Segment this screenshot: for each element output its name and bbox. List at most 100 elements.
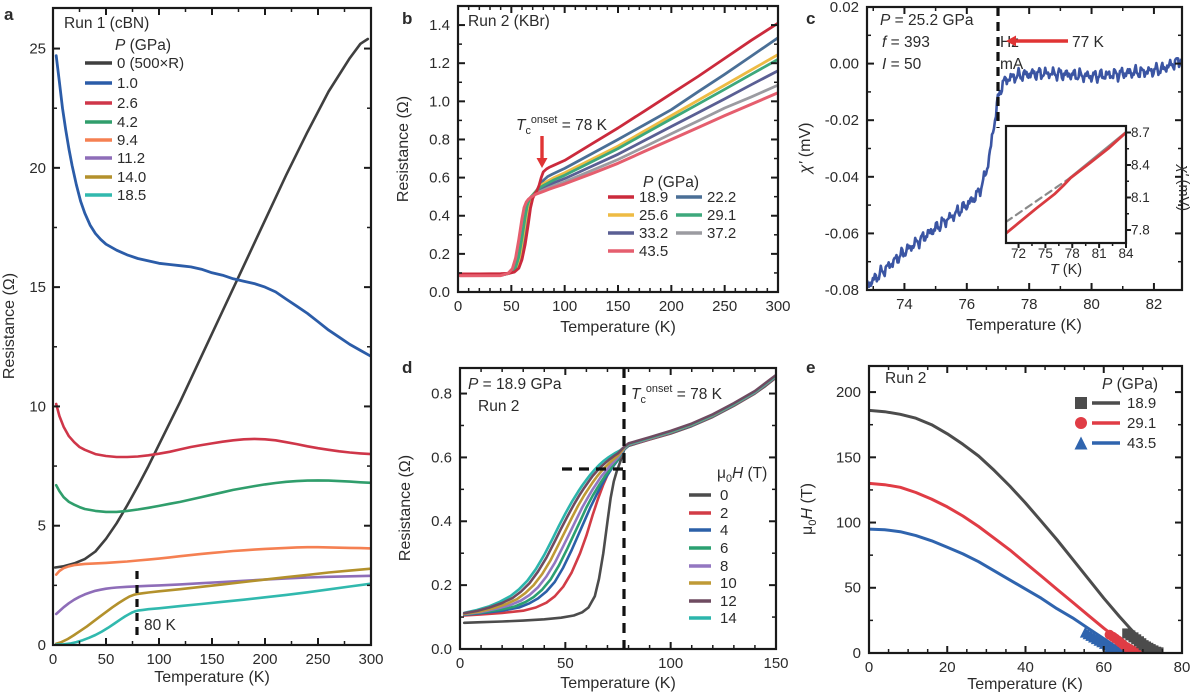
x-tick-label: 78 — [1021, 296, 1038, 313]
panel-c-chart: 74 76 78 80 82 0.02 0.00 -0.02 -0.04 -0.06 -0.08 Te… — [797, 0, 1191, 334]
y-tick-label: 200 — [836, 384, 861, 401]
legend: P (GPa) 18.9 29.1 43.5 — [1074, 376, 1158, 452]
x-tick-label: 50 — [557, 655, 574, 672]
legend-entry-label: 18.9 — [1127, 395, 1156, 412]
y-axis-label: χ' (mV) — [797, 123, 814, 176]
x-tick-label: 72 — [1011, 246, 1026, 261]
x-tick-label: 74 — [896, 296, 913, 313]
legend-entry-label: 8 — [720, 558, 728, 575]
legend: P (GPa)18.925.633.243.5 22.229.137.2 — [608, 174, 736, 260]
x-axis-label: Temperature (K) — [560, 319, 676, 336]
legend-title: P (GPa) — [115, 37, 171, 54]
legend-entry-label: 4.2 — [117, 114, 138, 131]
y-tick-label: 0 — [853, 645, 861, 662]
series-18.5GPa — [54, 582, 371, 645]
x-tick-label: 100 — [146, 651, 171, 668]
legend-entry-label: 2.6 — [117, 95, 138, 112]
x-axis-label: Temperature (K) — [966, 317, 1082, 334]
y-axis-label: μ0H (T) — [799, 483, 819, 535]
arrow-head — [536, 158, 548, 168]
annotation-text: P = 25.2 GPa — [880, 12, 974, 29]
legend-entry-label: 11.2 — [117, 150, 145, 167]
x-tick-label: 80 — [1174, 659, 1191, 676]
series-group — [867, 57, 1182, 289]
square-marker — [1153, 647, 1164, 653]
legend-title: μ0H (T) — [717, 465, 767, 485]
annotation-text: f = 393 — [882, 34, 930, 51]
panel-letter-e: e — [806, 358, 815, 377]
y-tick-label: 8.4 — [1131, 157, 1150, 172]
y-tick-label: 5 — [38, 518, 46, 535]
series-group — [53, 37, 371, 645]
series-43.5GPa — [458, 91, 778, 278]
legend-entry-label: 14 — [720, 610, 737, 627]
x-axis-label: Temperature (K) — [967, 676, 1083, 692]
ticks — [457, 5, 779, 293]
y-tick-label: 0.6 — [429, 170, 450, 187]
x-tick-label: 81 — [1092, 246, 1107, 261]
legend-entry-label: 14.0 — [117, 169, 146, 186]
y-tick-label: 8.7 — [1131, 125, 1150, 140]
legend-entry-label: 12 — [720, 593, 737, 610]
y-axis-label: χ' (mV) — [1175, 163, 1191, 211]
x-tick-label: 60 — [1095, 659, 1112, 676]
legend-entry-label: 10 — [720, 575, 737, 592]
ticks — [868, 366, 1183, 654]
axis-frame — [458, 366, 778, 651]
legend-entry-label: 18.9 — [639, 189, 668, 206]
series-18.9GPa — [458, 21, 778, 276]
legend-entry-label: 4 — [720, 522, 728, 539]
annotation-text: P = 18.9 GPa — [468, 376, 562, 393]
legend-entry-label: 29.1 — [707, 207, 736, 224]
ticks — [459, 368, 777, 650]
y-tick-label: -0.08 — [825, 282, 859, 299]
series-group — [458, 21, 778, 278]
y-tick-label: 0.2 — [431, 577, 452, 594]
legend-entry-label: 6 — [720, 540, 728, 557]
arrow-head — [1006, 35, 1016, 47]
x-tick-label: 300 — [358, 651, 383, 668]
x-axis-label: Temperature (K) — [560, 675, 676, 692]
panel-letter-c: c — [806, 9, 815, 28]
y-tick-label: 0.02 — [830, 0, 859, 16]
y-axis-label: Resistance (Ω) — [397, 455, 414, 561]
series-0GPa-500xR — [53, 37, 370, 569]
y-tick-label: 100 — [836, 514, 861, 531]
legend-entry-label: 0 (500×R) — [117, 55, 184, 72]
legend-entry-label: 18.5 — [117, 187, 146, 204]
y-tick-label: 0.00 — [830, 56, 859, 73]
y-tick-label: 8.1 — [1131, 190, 1150, 205]
legend-entry-label: 37.2 — [707, 225, 736, 242]
ticks — [52, 8, 372, 646]
y-tick-label: 50 — [844, 580, 861, 597]
annotation-text: Tconset = 78 K — [516, 114, 608, 137]
legend-title: P (GPa) — [1102, 376, 1158, 393]
x-tick-label: 100 — [658, 655, 683, 672]
x-tick-label: 82 — [1146, 296, 1163, 313]
x-tick-label: 76 — [958, 296, 975, 313]
y-tick-label: 0.6 — [431, 449, 452, 466]
circle-marker — [1075, 417, 1087, 429]
y-tick-label: 0 — [38, 637, 46, 654]
x-tick-label: 84 — [1118, 246, 1134, 261]
annotation-text: Run 2 — [478, 398, 519, 415]
x-tick-label: 75 — [1038, 246, 1053, 261]
legend-entry-label: 9.4 — [117, 132, 138, 149]
series-14.0GPa — [54, 567, 371, 645]
legend-title: P (GPa) — [643, 174, 699, 191]
x-axis-label: T (K) — [1050, 262, 1082, 278]
y-tick-label: -0.02 — [825, 112, 859, 129]
x-tick-label: 0 — [456, 655, 464, 672]
legend-entry-label: 43.5 — [1127, 435, 1156, 452]
x-tick-label: 250 — [712, 298, 737, 315]
panel-letter-a: a — [4, 5, 14, 24]
y-tick-label: 0.8 — [429, 131, 450, 148]
panel-a-chart: 0 50 100 150 200 250 300 0 5 10 15 20 25 Temperature … — [1, 5, 384, 686]
series-group — [462, 373, 776, 625]
panel-letter-d: d — [402, 358, 412, 377]
legend-entry-label: 25.6 — [639, 207, 668, 224]
annotation-text: 80 K — [144, 617, 177, 634]
